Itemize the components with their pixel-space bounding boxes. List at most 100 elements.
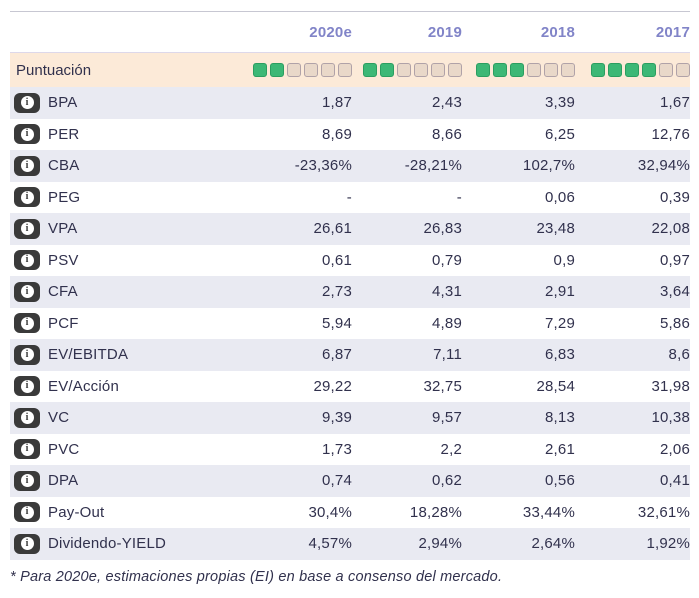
year-column-header: 2020e bbox=[309, 23, 352, 41]
info-icon[interactable]: i bbox=[14, 344, 40, 365]
metric-value: 22,08 bbox=[651, 220, 690, 238]
metric-label: DPA bbox=[48, 472, 79, 490]
metric-label-cell: i EV/EBITDA bbox=[10, 344, 242, 365]
score-square-empty bbox=[448, 63, 462, 77]
metric-value: 0,74 bbox=[322, 472, 352, 490]
footnote: * Para 2020e, estimaciones propias (EI) … bbox=[10, 568, 503, 585]
table-row: i VPA 26,61 26,83 23,48 22,08 bbox=[10, 213, 690, 245]
info-icon-glyph: i bbox=[20, 348, 34, 362]
score-square-empty bbox=[338, 63, 352, 77]
info-icon-glyph: i bbox=[20, 127, 34, 141]
metric-value: 29,22 bbox=[313, 377, 352, 395]
info-icon-glyph: i bbox=[20, 253, 34, 267]
info-icon[interactable]: i bbox=[14, 218, 40, 239]
info-icon[interactable]: i bbox=[14, 187, 40, 208]
table-row: i PEG - - 0,06 0,39 bbox=[10, 181, 690, 213]
metric-label: VPA bbox=[48, 220, 78, 238]
metric-value: 12,76 bbox=[651, 125, 690, 143]
metric-value: 1,92% bbox=[646, 535, 690, 553]
metric-value: 3,64 bbox=[660, 283, 690, 301]
score-squares bbox=[242, 63, 352, 77]
metric-value: 4,57% bbox=[308, 535, 352, 553]
metric-value: - bbox=[456, 188, 462, 206]
metric-label-cell: i Dividendo-YIELD bbox=[10, 533, 242, 554]
info-icon[interactable]: i bbox=[14, 502, 40, 523]
table-row: i CFA 2,73 4,31 2,91 3,64 bbox=[10, 276, 690, 308]
score-cell bbox=[462, 63, 575, 77]
metric-label: VC bbox=[48, 409, 70, 427]
metric-value: - bbox=[346, 188, 352, 206]
score-square-filled bbox=[510, 63, 524, 77]
info-icon-glyph: i bbox=[20, 537, 34, 551]
metric-value: 32,94% bbox=[637, 157, 690, 175]
score-square-filled bbox=[253, 63, 267, 77]
score-square-empty bbox=[321, 63, 335, 77]
metric-value: 5,86 bbox=[660, 314, 690, 332]
metric-value: 26,83 bbox=[423, 220, 462, 238]
info-icon[interactable]: i bbox=[14, 376, 40, 397]
metric-label-cell: i PER bbox=[10, 124, 242, 145]
score-squares bbox=[462, 63, 575, 77]
info-icon-glyph: i bbox=[20, 190, 34, 204]
metric-label-cell: i BPA bbox=[10, 92, 242, 113]
metric-label-cell: i PVC bbox=[10, 439, 242, 460]
info-icon[interactable]: i bbox=[14, 313, 40, 334]
table-row: i PSV 0,61 0,79 0,9 0,97 bbox=[10, 244, 690, 276]
score-square-filled bbox=[608, 63, 622, 77]
metric-value: 7,11 bbox=[433, 346, 462, 364]
table-row: i Dividendo-YIELD 4,57% 2,94% 2,64% 1,92… bbox=[10, 528, 690, 560]
metric-value: 28,54 bbox=[536, 377, 575, 395]
metric-label-cell: i EV/Acción bbox=[10, 376, 242, 397]
score-square-filled bbox=[591, 63, 605, 77]
info-icon-glyph: i bbox=[20, 411, 34, 425]
metric-value: 8,69 bbox=[322, 125, 352, 143]
metric-value: 5,94 bbox=[322, 314, 352, 332]
score-square-empty bbox=[544, 63, 558, 77]
metric-value: 9,39 bbox=[322, 409, 352, 427]
info-icon[interactable]: i bbox=[14, 250, 40, 271]
metric-value: 26,61 bbox=[313, 220, 352, 238]
table-row: i PCF 5,94 4,89 7,29 5,86 bbox=[10, 307, 690, 339]
score-square-filled bbox=[493, 63, 507, 77]
table-row: i CBA -23,36% -28,21% 102,7% 32,94% bbox=[10, 150, 690, 182]
metric-value: 10,38 bbox=[651, 409, 690, 427]
metric-value: 2,73 bbox=[322, 283, 352, 301]
info-icon-glyph: i bbox=[20, 316, 34, 330]
metric-value: 0,06 bbox=[545, 188, 575, 206]
metric-value: 3,39 bbox=[545, 94, 575, 112]
table-row: i Pay-Out 30,4% 18,28% 33,44% 32,61% bbox=[10, 496, 690, 528]
metric-value: 8,66 bbox=[432, 125, 462, 143]
metric-value: 32,61% bbox=[637, 503, 690, 521]
metric-value: 23,48 bbox=[536, 220, 575, 238]
metric-value: 1,67 bbox=[660, 94, 690, 112]
info-icon[interactable]: i bbox=[14, 407, 40, 428]
info-icon[interactable]: i bbox=[14, 124, 40, 145]
metric-label-cell: i PCF bbox=[10, 313, 242, 334]
table-row: i BPA 1,87 2,43 3,39 1,67 bbox=[10, 87, 690, 119]
metric-value: 9,57 bbox=[432, 409, 462, 427]
table-row: i EV/EBITDA 6,87 7,11 6,83 8,6 bbox=[10, 339, 690, 371]
metric-label: PVC bbox=[48, 440, 80, 458]
table-row: i VC 9,39 9,57 8,13 10,38 bbox=[10, 402, 690, 434]
metric-value: 33,44% bbox=[522, 503, 575, 521]
metric-value: 31,98 bbox=[651, 377, 690, 395]
info-icon-glyph: i bbox=[20, 505, 34, 519]
metric-value: 32,75 bbox=[423, 377, 462, 395]
info-icon[interactable]: i bbox=[14, 155, 40, 176]
info-icon[interactable]: i bbox=[14, 92, 40, 113]
score-cell bbox=[242, 63, 352, 77]
metric-value: 2,43 bbox=[432, 94, 462, 112]
info-icon[interactable]: i bbox=[14, 470, 40, 491]
metric-label: CBA bbox=[48, 157, 80, 175]
info-icon-glyph: i bbox=[20, 222, 34, 236]
info-icon[interactable]: i bbox=[14, 281, 40, 302]
metric-value: -28,21% bbox=[404, 157, 462, 175]
score-square-filled bbox=[476, 63, 490, 77]
metric-value: 0,9 bbox=[553, 251, 575, 269]
info-icon-glyph: i bbox=[20, 159, 34, 173]
score-square-filled bbox=[380, 63, 394, 77]
metric-value: 0,39 bbox=[660, 188, 690, 206]
table-header: 2020e 2019 2018 2017 bbox=[10, 12, 690, 53]
info-icon[interactable]: i bbox=[14, 439, 40, 460]
info-icon[interactable]: i bbox=[14, 533, 40, 554]
